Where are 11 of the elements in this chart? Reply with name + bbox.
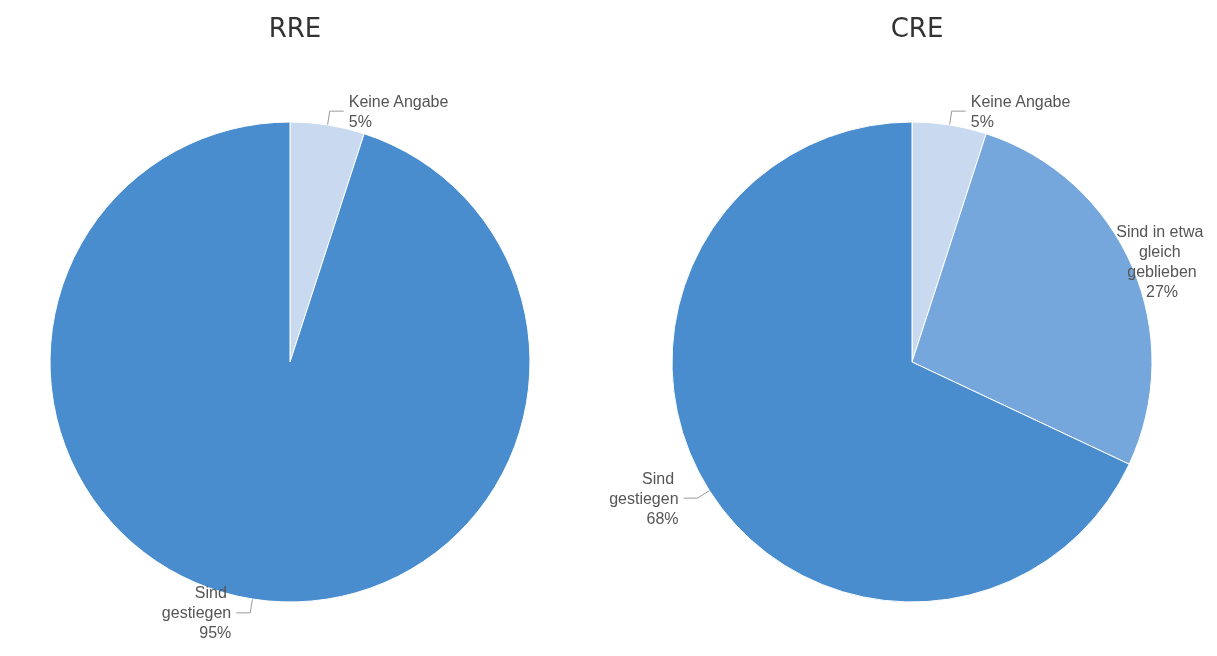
slice-label: Sind gestiegen <box>609 469 679 507</box>
data-label: 68% <box>646 509 679 527</box>
chart-title: CRE <box>890 13 944 43</box>
data-label: 5% <box>348 112 372 130</box>
slice-label: Keine Angabe <box>970 92 1071 110</box>
data-label: 95% <box>199 624 232 642</box>
slice-label: Keine Angabe <box>348 92 449 110</box>
slice-label: Sind gestiegen <box>161 584 232 622</box>
data-label: 27% <box>1145 282 1179 300</box>
chart-title: RRE <box>268 13 322 43</box>
data-label: 5% <box>970 112 994 130</box>
